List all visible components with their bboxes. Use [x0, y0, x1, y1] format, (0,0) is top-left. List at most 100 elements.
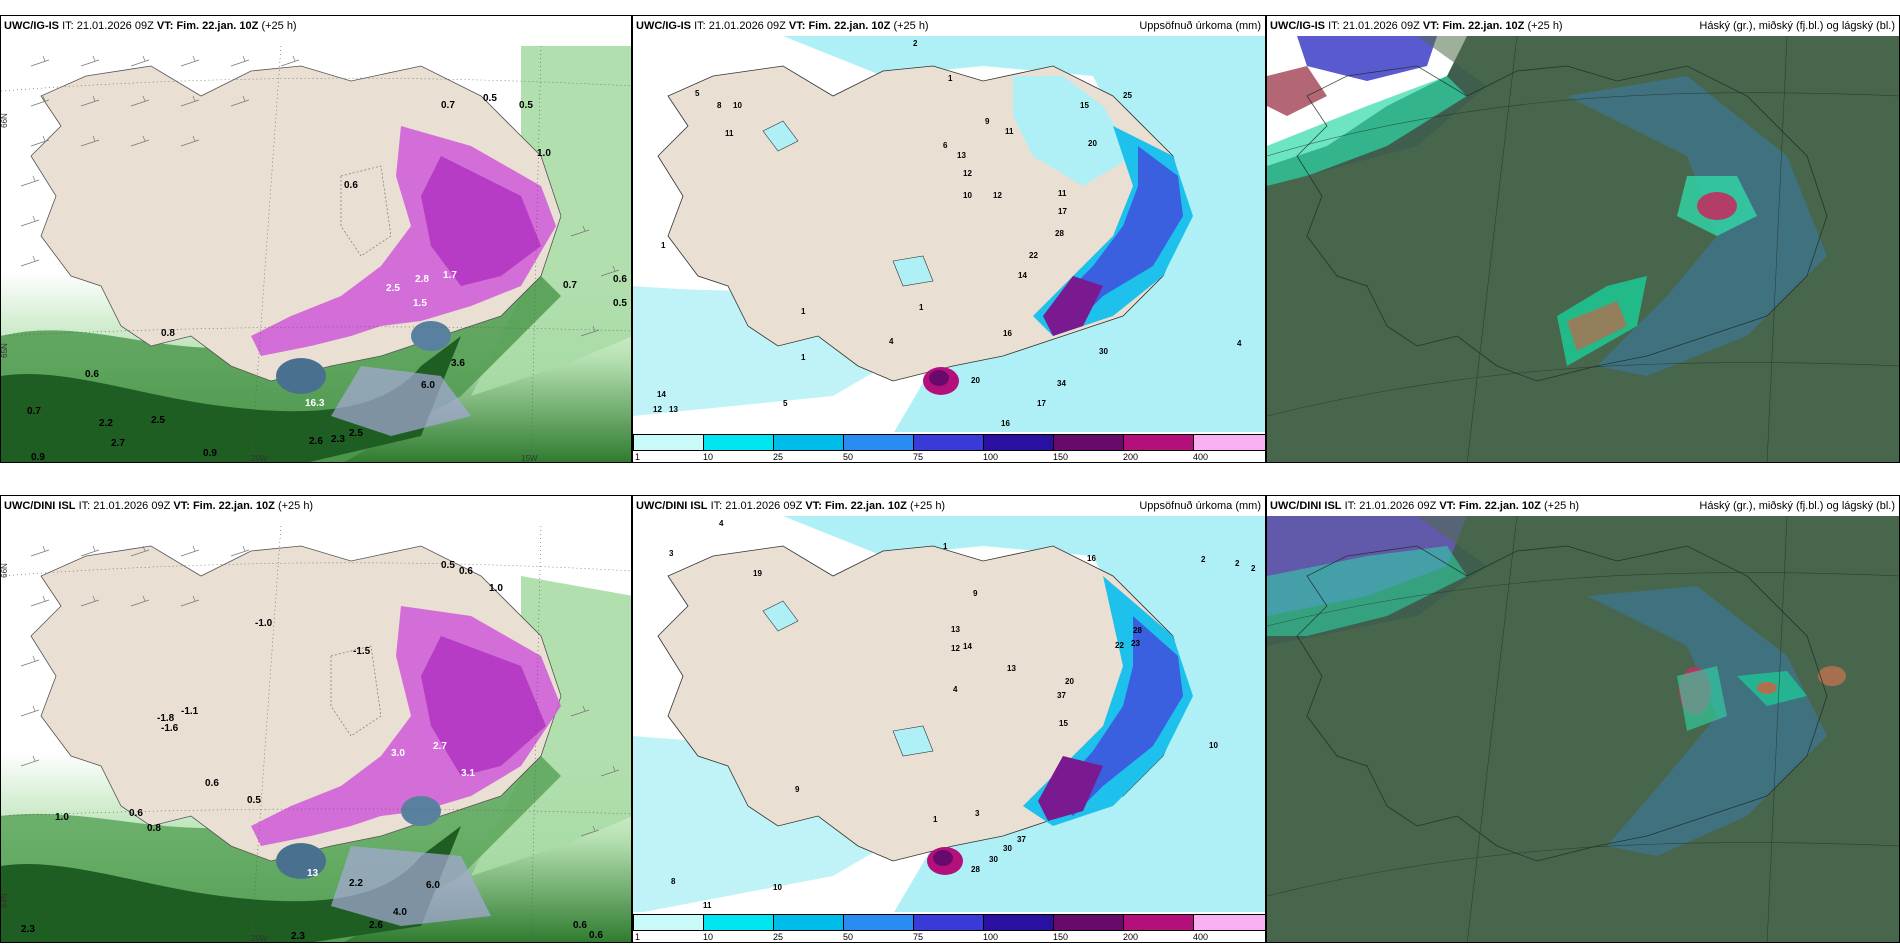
colorbar-swatch — [1053, 914, 1124, 931]
svg-text:11: 11 — [725, 129, 734, 138]
svg-text:30: 30 — [1003, 844, 1012, 853]
svg-text:28: 28 — [1133, 626, 1142, 635]
wind-map-bottom: 0.5 0.6 1.0 -1.0 -1.5 -1.8 -1.1 -1.6 0.6… — [1, 516, 631, 942]
svg-text:28: 28 — [971, 865, 980, 874]
svg-text:1.0: 1.0 — [55, 812, 69, 823]
svg-text:2.7: 2.7 — [433, 741, 447, 752]
svg-text:4: 4 — [719, 519, 724, 528]
svg-text:1: 1 — [933, 815, 938, 824]
svg-text:2.3: 2.3 — [21, 924, 35, 935]
colorbar-swatch — [1123, 434, 1194, 451]
svg-text:30: 30 — [1099, 347, 1108, 356]
precip-colorbar: 1 10 25 50 75 100 150 200 400 — [633, 912, 1265, 942]
svg-text:2: 2 — [1201, 555, 1206, 564]
svg-text:-1.6: -1.6 — [161, 723, 179, 734]
colorbar-swatch — [1053, 434, 1124, 451]
svg-text:20W: 20W — [251, 454, 268, 463]
svg-text:11: 11 — [1005, 127, 1014, 136]
svg-text:2.5: 2.5 — [349, 428, 363, 439]
svg-text:12: 12 — [653, 405, 662, 414]
cloud-map-bottom — [1267, 516, 1899, 942]
svg-text:2: 2 — [913, 39, 918, 48]
colorbar-swatch — [773, 434, 844, 451]
svg-text:4: 4 — [1237, 339, 1242, 348]
panel-header: UWC/DINI ISL IT: 21.01.2026 09Z VT: Fim.… — [1, 496, 631, 516]
svg-text:20: 20 — [1088, 139, 1097, 148]
svg-text:3: 3 — [975, 809, 980, 818]
svg-text:2.2: 2.2 — [349, 878, 363, 889]
svg-text:5: 5 — [783, 399, 788, 408]
colorbar-swatch — [913, 434, 984, 451]
colorbar-swatch — [1193, 914, 1265, 931]
svg-text:0.5: 0.5 — [483, 93, 497, 104]
colorbar-swatch — [703, 434, 774, 451]
colorbar-swatch — [1193, 434, 1265, 451]
svg-text:0.6: 0.6 — [573, 920, 587, 931]
lat-label-66: 66N — [0, 113, 9, 128]
colorbar-swatch — [843, 434, 914, 451]
colorbar-tick: 1 — [635, 452, 641, 462]
svg-text:1: 1 — [661, 241, 666, 250]
svg-text:19: 19 — [753, 569, 762, 578]
colorbar-tick: 50 — [843, 932, 854, 942]
svg-text:6.0: 6.0 — [421, 380, 435, 391]
svg-text:15: 15 — [1059, 719, 1068, 728]
svg-text:10: 10 — [963, 191, 972, 200]
svg-text:20: 20 — [971, 376, 980, 385]
svg-text:0.7: 0.7 — [563, 280, 577, 291]
svg-text:2.8: 2.8 — [415, 274, 429, 285]
svg-text:1.5: 1.5 — [413, 298, 427, 309]
lat-label-65: 65N — [0, 343, 9, 358]
colorbar-swatch — [703, 914, 774, 931]
svg-text:11: 11 — [703, 901, 712, 910]
precip-map-top: 2 1 5 8 10 11 6 9 10 11 13 12 15 25 20 1… — [633, 36, 1265, 434]
colorbar-tick: 400 — [1193, 932, 1209, 942]
svg-text:15: 15 — [1080, 101, 1089, 110]
panel-header: UWC/IG-IS IT: 21.01.2026 09Z VT: Fim. 22… — [1267, 16, 1899, 36]
svg-text:37: 37 — [1057, 691, 1066, 700]
svg-text:1.0: 1.0 — [489, 583, 503, 594]
precip-title: Uppsöfnuð úrkoma (mm) — [1139, 500, 1261, 512]
svg-text:0.6: 0.6 — [589, 930, 603, 941]
panel-header: UWC/DINI ISL IT: 21.01.2026 09Z VT: Fim.… — [1267, 496, 1899, 516]
svg-text:0.6: 0.6 — [85, 369, 99, 380]
svg-text:2.6: 2.6 — [369, 920, 383, 931]
precip-map-bottom: 4 3 1 9 13 16 2 19 12 14 13 20 37 30 15 … — [633, 516, 1265, 914]
colorbar-tick: 1 — [635, 932, 641, 942]
svg-text:0.8: 0.8 — [161, 328, 175, 339]
svg-text:15W: 15W — [521, 454, 538, 463]
svg-text:11: 11 — [1058, 189, 1067, 198]
svg-text:16.3: 16.3 — [305, 398, 325, 409]
svg-text:9: 9 — [795, 785, 800, 794]
svg-text:13: 13 — [1007, 664, 1016, 673]
svg-text:5: 5 — [695, 89, 700, 98]
svg-text:2: 2 — [1251, 564, 1256, 573]
colorbar-tick: 25 — [773, 452, 784, 462]
svg-text:4: 4 — [953, 685, 958, 694]
svg-text:16: 16 — [1001, 419, 1010, 428]
svg-text:1.7: 1.7 — [443, 270, 457, 281]
svg-text:2.3: 2.3 — [331, 434, 345, 445]
colorbar-swatch — [773, 914, 844, 931]
precip-map-panel-bottom: UWC/DINI ISL IT: 21.01.2026 09Z VT: Fim.… — [632, 495, 1266, 943]
svg-text:-1.5: -1.5 — [353, 646, 371, 657]
colorbar-tick: 25 — [773, 932, 784, 942]
svg-text:1: 1 — [801, 307, 806, 316]
svg-text:12: 12 — [963, 169, 972, 178]
svg-text:3.1: 3.1 — [461, 768, 475, 779]
colorbar-tick: 200 — [1123, 452, 1139, 462]
colorbar-swatch — [843, 914, 914, 931]
panel-header: UWC/IG-IS IT: 21.01.2026 09Z VT: Fim. 22… — [633, 16, 1265, 36]
svg-text:0.9: 0.9 — [31, 452, 45, 463]
svg-text:0.6: 0.6 — [344, 180, 358, 191]
svg-text:6: 6 — [943, 141, 948, 150]
svg-text:0.8: 0.8 — [147, 823, 161, 834]
cloud-title: Háský (gr.), miðský (fj.bl.) og lágský (… — [1699, 20, 1895, 32]
panel-header: UWC/IG-IS IT: 21.01.2026 09Z VT: Fim. 22… — [1, 16, 631, 36]
svg-text:3: 3 — [669, 549, 674, 558]
colorbar-tick: 400 — [1193, 452, 1209, 462]
svg-text:2.7: 2.7 — [111, 438, 125, 449]
wind-map-top: 0.7 0.5 0.5 1.0 0.6 2.5 1.7 2.8 1.5 0.8 … — [1, 36, 631, 463]
colorbar-tick: 10 — [703, 452, 714, 462]
svg-text:8: 8 — [671, 877, 676, 886]
